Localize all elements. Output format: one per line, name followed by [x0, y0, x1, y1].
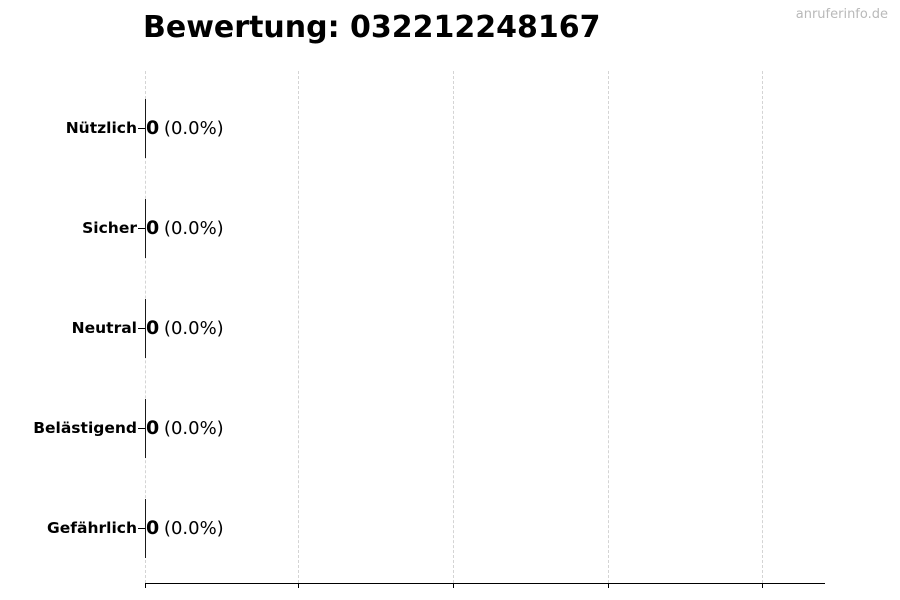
bar-count-sicher: 0: [146, 217, 159, 239]
ytick-label-gefaehrlich: Gefährlich: [47, 519, 137, 537]
ytick-nuetzlich: [138, 128, 145, 129]
ytick-neutral: [138, 328, 145, 329]
ytick-sicher: [138, 228, 145, 229]
gridline-x-4: [762, 71, 763, 583]
x-axis-line: [145, 583, 825, 584]
bar-count-gefaehrlich: 0: [146, 517, 159, 539]
xtick-2: [453, 583, 454, 588]
xtick-3: [608, 583, 609, 588]
bar-value-sicher: 0 (0.0%): [146, 217, 224, 240]
bar-percent-nuetzlich: (0.0%): [163, 118, 224, 139]
ytick-label-neutral: Neutral: [71, 319, 137, 337]
bar-value-gefaehrlich: 0 (0.0%): [146, 517, 224, 540]
bar-value-belaestigend: 0 (0.0%): [146, 417, 224, 440]
ytick-label-nuetzlich: Nützlich: [65, 119, 137, 137]
bar-value-nuetzlich: 0 (0.0%): [146, 117, 224, 140]
bar-belaestigend: [145, 399, 146, 458]
xtick-0: [145, 583, 146, 588]
xtick-4: [762, 583, 763, 588]
bar-percent-neutral: (0.0%): [163, 318, 224, 339]
page-title: Bewertung: 032212248167: [143, 10, 601, 45]
ytick-gefaehrlich: [138, 528, 145, 529]
bar-value-neutral: 0 (0.0%): [146, 317, 224, 340]
gridline-x-3: [608, 71, 609, 583]
xtick-1: [298, 583, 299, 588]
ytick-label-sicher: Sicher: [82, 219, 137, 237]
ytick-belaestigend: [138, 428, 145, 429]
bar-count-belaestigend: 0: [146, 417, 159, 439]
bar-gefaehrlich: [145, 499, 146, 558]
bar-count-neutral: 0: [146, 317, 159, 339]
bar-nuetzlich: [145, 99, 146, 158]
bar-neutral: [145, 299, 146, 358]
bar-percent-sicher: (0.0%): [163, 218, 224, 239]
bar-count-nuetzlich: 0: [146, 117, 159, 139]
gridline-x-1: [298, 71, 299, 583]
site-watermark: anruferinfo.de: [795, 7, 888, 22]
gridline-x-2: [453, 71, 454, 583]
bar-percent-belaestigend: (0.0%): [163, 418, 224, 439]
ytick-label-belaestigend: Belästigend: [33, 419, 137, 437]
bar-sicher: [145, 199, 146, 258]
plot-area: [145, 71, 824, 583]
bar-percent-gefaehrlich: (0.0%): [163, 518, 224, 539]
